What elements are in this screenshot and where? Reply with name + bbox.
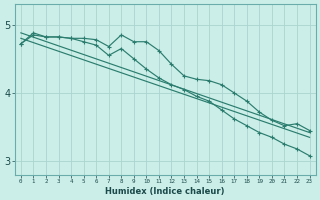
X-axis label: Humidex (Indice chaleur): Humidex (Indice chaleur) <box>106 187 225 196</box>
